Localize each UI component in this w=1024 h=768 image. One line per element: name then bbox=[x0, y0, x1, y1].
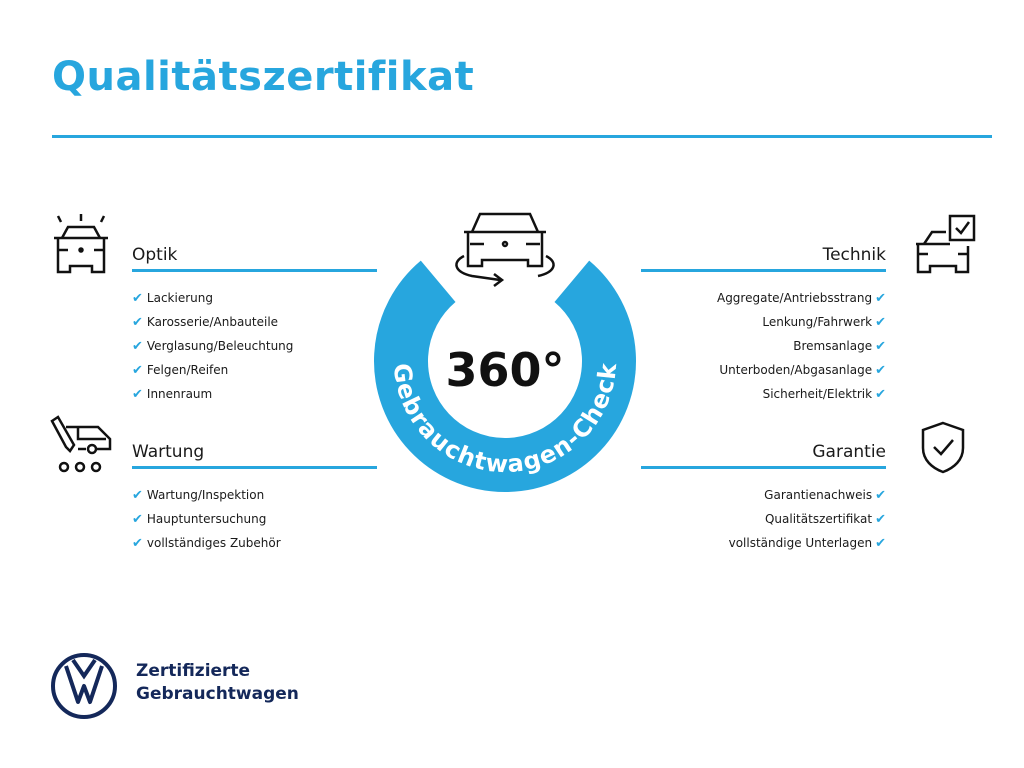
list-item: Garantienachweis ✔ bbox=[764, 488, 886, 503]
360-check-badge: 360° Gebrauchtwagen-Check bbox=[374, 212, 636, 492]
section-divider bbox=[132, 269, 377, 272]
list-item: ✔ Wartung/Inspektion bbox=[132, 488, 265, 503]
vw-logo bbox=[51, 653, 117, 719]
title-divider bbox=[52, 135, 992, 138]
rotating-car-icon bbox=[455, 212, 555, 287]
section-garantie: Garantie Garantienachweis ✔ Qualitätszert… bbox=[641, 439, 886, 555]
section-heading: Technik bbox=[822, 245, 886, 265]
check-icon: ✔ bbox=[132, 488, 143, 503]
shield-check-icon bbox=[921, 421, 965, 474]
check-icon: ✔ bbox=[875, 512, 886, 527]
car-lights-icon bbox=[54, 214, 108, 274]
list-item: Lenkung/Fahrwerk ✔ bbox=[762, 315, 886, 330]
list-item: ✔ Karosserie/Anbauteile bbox=[132, 315, 279, 330]
section-divider bbox=[641, 269, 886, 272]
check-icon: ✔ bbox=[875, 387, 886, 402]
check-icon: ✔ bbox=[875, 291, 886, 306]
check-icon: ✔ bbox=[132, 291, 143, 306]
section-optik: Optik ✔ Lackierung ✔ Karosserie/Anbauteile… bbox=[132, 242, 377, 406]
section-wartung: Wartung ✔ Wartung/Inspektion ✔ Hauptunters… bbox=[132, 439, 377, 555]
list-item: ✔ Innenraum bbox=[132, 387, 213, 402]
list-item: Aggregate/Antriebsstrang ✔ bbox=[716, 291, 886, 306]
check-icon: ✔ bbox=[132, 315, 143, 330]
check-icon: ✔ bbox=[875, 363, 886, 378]
check-icon: ✔ bbox=[875, 536, 886, 551]
list-item: ✔ Lackierung bbox=[132, 291, 213, 306]
check-icon: ✔ bbox=[132, 363, 143, 378]
section-heading: Wartung bbox=[132, 442, 205, 462]
section-divider bbox=[641, 466, 886, 469]
list-item: ✔ Felgen/Reifen bbox=[132, 363, 229, 378]
section-heading: Optik bbox=[132, 245, 178, 265]
check-icon: ✔ bbox=[875, 315, 886, 330]
list-item: ✔ Hauptuntersuchung bbox=[132, 512, 267, 527]
brand-text: Zertifizierte Gebrauchtwagen bbox=[136, 661, 299, 704]
ring-arc bbox=[374, 260, 636, 492]
list-item: Unterboden/Abgasanlage ✔ bbox=[719, 363, 886, 378]
check-icon: ✔ bbox=[132, 387, 143, 402]
360-label: 360° bbox=[445, 343, 564, 397]
page-title: Qualitätszertifikat bbox=[52, 54, 475, 100]
check-icon: ✔ bbox=[875, 488, 886, 503]
section-technik: Technik Aggregate/Antriebsstrang ✔ Lenkun… bbox=[641, 242, 886, 406]
check-icon: ✔ bbox=[132, 536, 143, 551]
list-item: ✔ vollständiges Zubehör bbox=[132, 536, 281, 551]
list-item: Sicherheit/Elektrik ✔ bbox=[762, 387, 886, 402]
check-icon: ✔ bbox=[875, 339, 886, 354]
section-divider bbox=[132, 466, 377, 469]
section-heading: Garantie bbox=[812, 442, 886, 462]
list-item: Bremsanlage ✔ bbox=[793, 339, 886, 354]
check-icon: ✔ bbox=[132, 339, 143, 354]
service-van-icon bbox=[50, 415, 112, 473]
check-icon: ✔ bbox=[132, 512, 143, 527]
car-checklist-icon bbox=[916, 214, 976, 274]
list-item: Qualitätszertifikat ✔ bbox=[764, 512, 886, 527]
list-item: vollständige Unterlagen ✔ bbox=[728, 536, 886, 551]
list-item: ✔ Verglasung/Beleuchtung bbox=[132, 339, 294, 354]
